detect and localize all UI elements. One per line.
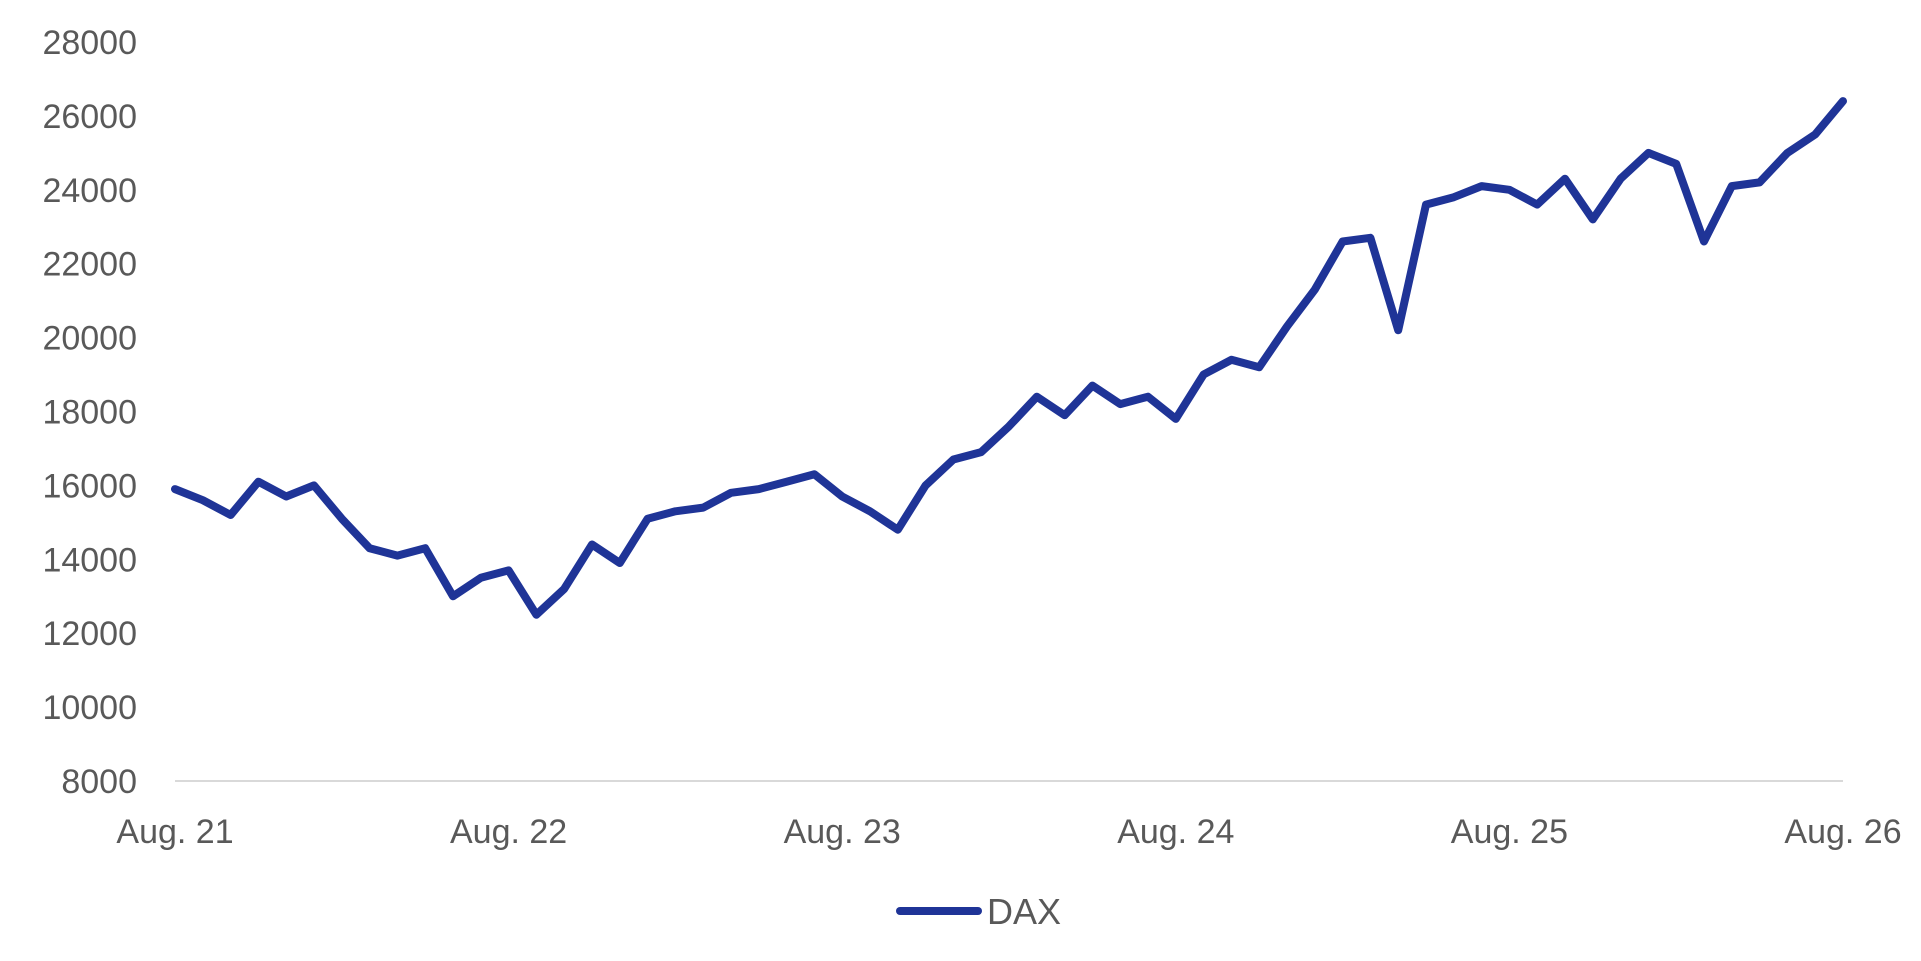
y-tick-label: 26000 — [42, 98, 137, 136]
x-tick-label: Aug. 26 — [1784, 813, 1901, 851]
dax-series-line — [171, 97, 1847, 619]
y-tick-label: 16000 — [42, 467, 137, 505]
y-axis: 28000 26000 24000 22000 20000 18000 16000 14000… — [42, 24, 137, 801]
legend-label-dax: DAX — [987, 891, 1061, 932]
x-tick-label: Aug. 24 — [1117, 813, 1234, 851]
legend: DAX — [896, 891, 1061, 932]
x-tick-label: Aug. 25 — [1451, 813, 1568, 851]
y-tick-label: 8000 — [61, 763, 137, 801]
y-tick-label: 12000 — [42, 615, 137, 653]
y-tick-label: 20000 — [42, 320, 137, 358]
y-tick-label: 10000 — [42, 689, 137, 727]
y-tick-label: 18000 — [42, 394, 137, 432]
x-tick-label: Aug. 23 — [784, 813, 901, 851]
x-tick-label: Aug. 22 — [450, 813, 567, 851]
y-tick-label: 22000 — [42, 246, 137, 284]
x-axis: Aug. 21 Aug. 22 Aug. 23 Aug. 24 Aug. 25 Aug. … — [116, 813, 1901, 851]
y-tick-label: 24000 — [42, 172, 137, 210]
y-tick-label: 28000 — [42, 24, 137, 62]
y-tick-label: 14000 — [42, 541, 137, 579]
x-tick-label: Aug. 21 — [116, 813, 233, 851]
